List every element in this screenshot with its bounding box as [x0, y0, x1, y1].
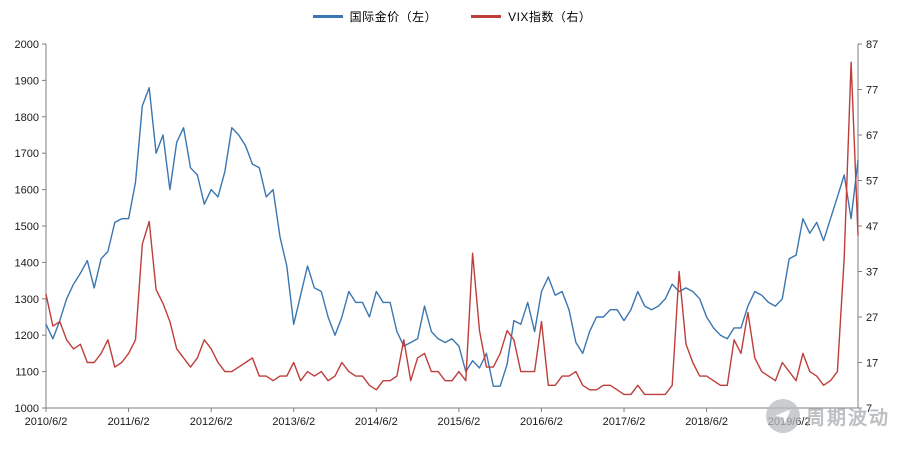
svg-text:27: 27: [866, 312, 878, 324]
svg-text:17: 17: [866, 358, 878, 370]
gold-line-swatch-icon: [312, 15, 343, 18]
svg-text:87: 87: [866, 39, 878, 51]
svg-text:2013/6/2: 2013/6/2: [272, 416, 315, 428]
svg-text:2015/6/2: 2015/6/2: [437, 416, 480, 428]
svg-text:47: 47: [866, 221, 878, 233]
svg-text:37: 37: [866, 267, 878, 279]
svg-text:1800: 1800: [15, 112, 39, 124]
svg-text:7: 7: [866, 403, 872, 415]
paper-plane-icon: [765, 399, 800, 433]
chart-legend: 国际金价（左） VIX指数（右）: [0, 8, 904, 25]
svg-text:2010/6/2: 2010/6/2: [25, 416, 68, 428]
legend-label-vix: VIX指数（右）: [508, 10, 592, 24]
svg-text:1100: 1100: [15, 367, 39, 379]
svg-text:57: 57: [866, 176, 878, 188]
svg-text:2000: 2000: [15, 39, 39, 51]
svg-text:1900: 1900: [15, 75, 39, 87]
svg-text:1700: 1700: [15, 148, 39, 160]
svg-text:67: 67: [866, 130, 878, 142]
legend-item-vix: VIX指数（右）: [471, 8, 591, 25]
svg-text:2016/6/2: 2016/6/2: [520, 416, 563, 428]
svg-text:1300: 1300: [15, 294, 39, 306]
svg-text:1500: 1500: [15, 221, 39, 233]
svg-text:2014/6/2: 2014/6/2: [355, 416, 398, 428]
watermark-text: 周期波动: [805, 407, 890, 429]
svg-text:2011/6/2: 2011/6/2: [108, 416, 150, 428]
svg-text:1600: 1600: [15, 185, 39, 197]
watermark: 周期波动: [765, 399, 890, 433]
legend-item-gold: 国际金价（左）: [312, 8, 438, 25]
svg-text:2017/6/2: 2017/6/2: [603, 416, 646, 428]
svg-text:2012/6/2: 2012/6/2: [190, 416, 233, 428]
svg-text:1200: 1200: [15, 330, 39, 342]
vix-line-swatch-icon: [471, 15, 502, 18]
legend-label-gold: 国际金价（左）: [349, 10, 438, 24]
svg-text:2018/6/2: 2018/6/2: [685, 416, 728, 428]
svg-text:1400: 1400: [15, 257, 39, 269]
svg-text:77: 77: [866, 85, 878, 97]
svg-text:1000: 1000: [15, 403, 39, 415]
